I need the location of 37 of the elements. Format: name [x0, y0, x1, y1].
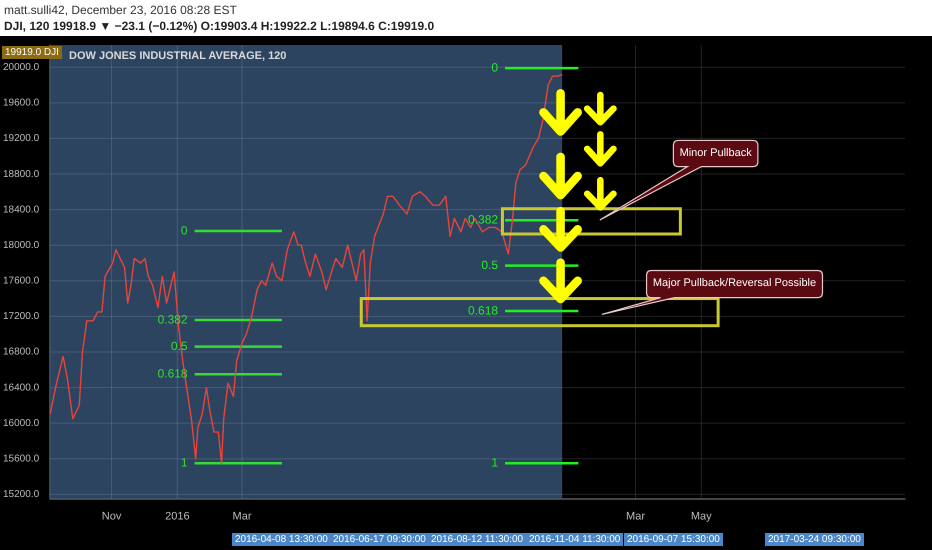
- y-tick-label: 18800.0: [2, 168, 40, 180]
- text: 2016-08-12 11:30:00: [428, 533, 526, 546]
- y-tick-label: 17200.0: [2, 311, 40, 322]
- annotation: 19919.0 DJI: [2, 46, 62, 59]
- series-label: 1: [491, 456, 498, 470]
- series-label: 0: [180, 223, 188, 238]
- text: 2016-09-07 15:30:00: [624, 533, 723, 546]
- x-tick-label: May: [690, 510, 712, 522]
- x-tick-label: Nov: [102, 510, 122, 522]
- y-tick-label: 20000.0: [2, 62, 40, 73]
- y-tick-label: 16800.0: [2, 346, 40, 358]
- text: 2016-06-17 09:30:00: [330, 533, 429, 546]
- chart-title: matt.sulli42, December 23, 2016 08:28 EST: [4, 3, 237, 17]
- y-tick-label: 19200.0: [2, 133, 40, 144]
- y-tick-label: 15200.0: [2, 489, 40, 500]
- y-tick-label: 16000.0: [2, 418, 40, 429]
- y-tick-label: 18400.0: [2, 204, 40, 216]
- annotation: Major Pullback/Reversal Possible: [652, 276, 818, 292]
- series-label: 0.382: [468, 212, 498, 227]
- text: 2017-03-24 09:30:00: [765, 533, 864, 546]
- y-tick-label: 16400.0: [2, 382, 40, 394]
- y-tick-label: 17600.0: [2, 276, 40, 287]
- y-tick-label: 15600.0: [2, 454, 40, 465]
- series-label: 0.5: [481, 258, 498, 272]
- x-tick-label: Mar: [232, 510, 252, 522]
- text: 2016-04-08 13:30:00: [232, 533, 331, 546]
- series-label: 0.618: [468, 303, 498, 318]
- y-tick-label: 18000.0: [2, 240, 40, 251]
- chart-subtitle: DJI, 120 19918.9 ▼ −23.1 (−0.12%) O:19903.4 H:19922.2 L:19894.6 C:19919.0: [4, 19, 434, 33]
- text: 2016-11-04 11:30:00: [526, 533, 624, 546]
- x-tick-label: 2016: [165, 510, 190, 522]
- annotation: Minor Pullback: [678, 146, 753, 162]
- annotation: DOW JONES INDUSTRIAL AVERAGE, 120: [69, 50, 286, 62]
- series-label: 1: [180, 456, 188, 470]
- x-tick-label: Mar: [626, 510, 646, 522]
- series-label: 0: [491, 60, 498, 74]
- y-tick-label: 19600.0: [2, 98, 40, 109]
